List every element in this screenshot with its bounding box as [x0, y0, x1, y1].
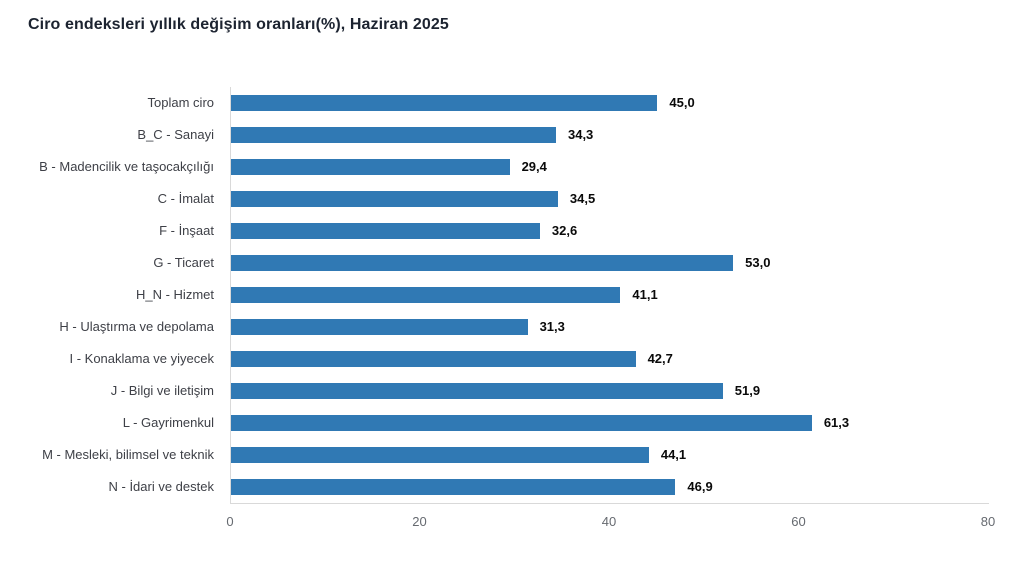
x-tick-label: 80 [980, 514, 996, 529]
bar-row: 41,1 [231, 279, 989, 311]
category-label: F - İnşaat [159, 223, 214, 238]
category-label: N - İdari ve destek [108, 479, 215, 494]
bar-row: 46,9 [231, 471, 989, 503]
bar-value-label: 53,0 [745, 255, 771, 270]
bar-12[interactable] [231, 447, 649, 463]
category-label: Toplam ciro [147, 95, 214, 110]
bar-row: 44,1 [231, 439, 989, 471]
plot-area: 45,0 34,3 29,4 34,5 32,6 53,0 41,1 31,3 42,7 51,9… [230, 87, 989, 504]
bar-row: 51,9 [231, 375, 989, 407]
x-tick-label: 40 [601, 514, 617, 529]
x-tick-label: 0 [226, 514, 234, 529]
bar-13[interactable] [231, 479, 676, 495]
bar-8[interactable] [231, 319, 528, 335]
chart-title: Ciro endeksleri yıllık değişim oranları(… [28, 16, 449, 33]
bar-4[interactable] [231, 191, 558, 207]
category-label: H_N - Hizmet [135, 287, 214, 302]
bar-value-label: 42,7 [647, 351, 673, 366]
bar-value-label: 61,3 [823, 415, 850, 430]
bar-1[interactable] [231, 95, 658, 111]
bar-row: 31,3 [231, 311, 989, 343]
category-label: L - Gayrimenkul [122, 415, 214, 430]
bar-9[interactable] [231, 351, 636, 367]
x-tick-label: 20 [412, 514, 427, 529]
bar-value-label: 45,0 [669, 95, 695, 110]
x-tick-label: 60 [791, 514, 806, 529]
bar-value-label: 51,9 [734, 383, 761, 398]
bar-row: 32,6 [231, 215, 989, 247]
bar-row: 34,3 [231, 119, 989, 151]
bar-value-label: 46,9 [687, 479, 713, 494]
x-axis: 0 20 40 60 80 [226, 512, 995, 532]
bar-row: 29,4 [231, 151, 989, 183]
category-label: G - Ticaret [153, 255, 214, 270]
bar-5[interactable] [231, 223, 540, 239]
bar-value-label: 34,3 [567, 127, 594, 142]
bar-3[interactable] [231, 159, 510, 175]
bar-row: 34,5 [231, 183, 989, 215]
bar-value-label: 32,6 [551, 223, 578, 238]
bar-value-label: 34,5 [569, 191, 596, 206]
bar-value-label: 31,3 [539, 319, 565, 334]
bar-row: 45,0 [231, 87, 989, 119]
bar-row: 53,0 [231, 247, 989, 279]
bar-value-label: 44,1 [660, 447, 687, 462]
bar-6[interactable] [231, 255, 734, 271]
category-label: H - Ulaştırma ve depolama [59, 319, 214, 334]
category-label: J - Bilgi ve iletişim [110, 383, 214, 398]
bar-row: 42,7 [231, 343, 989, 375]
category-label: C - İmalat [157, 191, 214, 206]
category-label: M - Mesleki, bilimsel ve teknik [42, 447, 214, 462]
bar-11[interactable] [231, 415, 812, 431]
bar-value-label: 29,4 [521, 159, 547, 174]
bar-10[interactable] [231, 383, 723, 399]
category-label: I - Konaklama ve yiyecek [69, 351, 214, 366]
bar-value-label: 41,1 [632, 287, 658, 302]
category-axis-labels: Toplam ciro B_C - Sanayi B - Madencilik ve… [0, 87, 214, 503]
category-label: B - Madencilik ve taşocakçılığı [39, 159, 214, 174]
bar-row: 61,3 [231, 407, 989, 439]
bar-7[interactable] [231, 287, 621, 303]
category-label: B_C - Sanayi [137, 127, 214, 142]
bar-2[interactable] [231, 127, 556, 143]
